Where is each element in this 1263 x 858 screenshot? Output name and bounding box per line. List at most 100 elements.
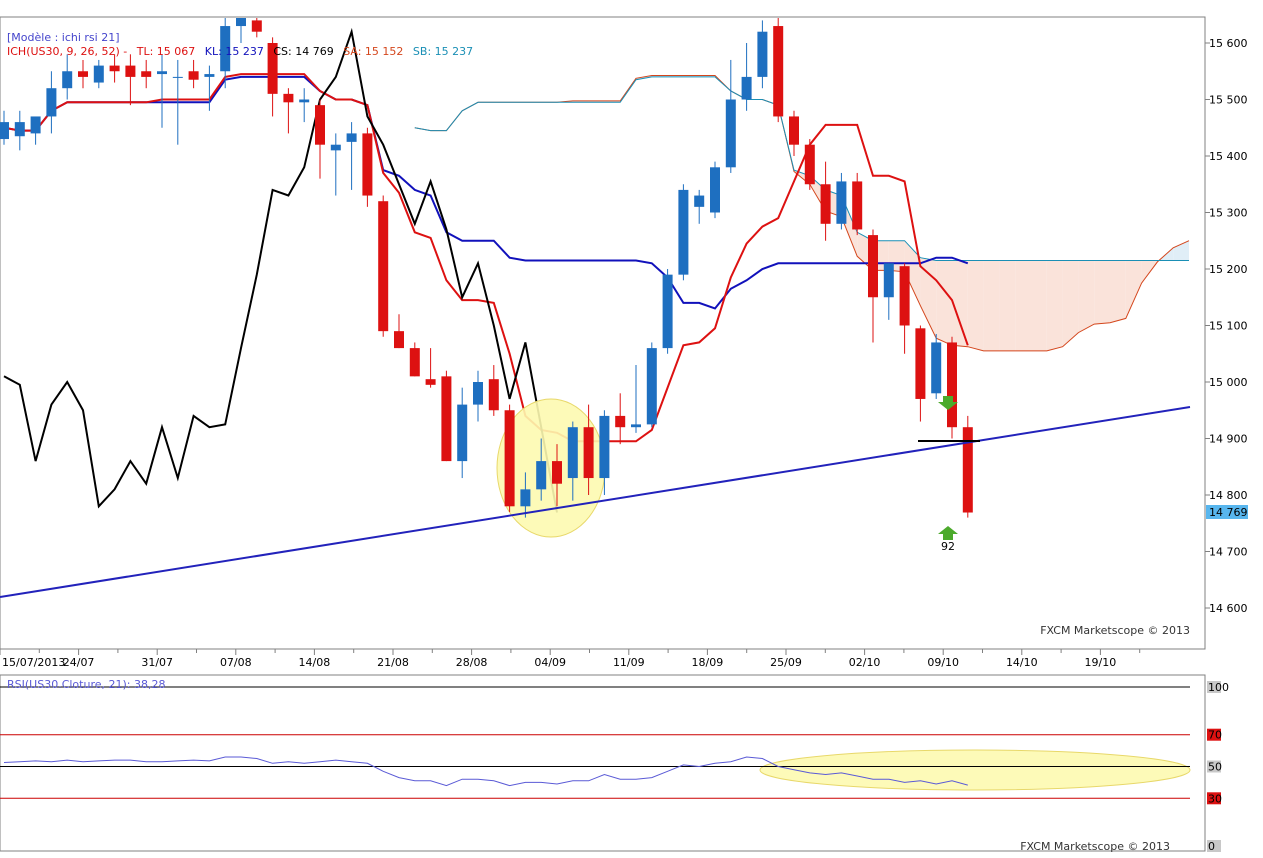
candle [710,161,720,219]
tl-label: TL: 15 067 [136,45,196,58]
rsi-highlight-ellipse [759,749,1191,791]
rsi-level-tag [1207,728,1221,741]
candle [773,18,784,123]
axes: 15 600 15 500 15 400 15 300 15 200 15 100 15 0… [0,37,1248,669]
candle [0,110,9,145]
candle [378,195,389,337]
ascending-trendline [0,406,1191,598]
candle-body [899,266,910,326]
date-tick-label: 14/10 [1006,656,1038,669]
candle [157,54,167,128]
cs-label: CS: 14 769 [273,45,333,58]
candle-body [93,65,104,83]
candle-body [804,144,815,185]
candle [93,59,104,89]
cloud-segment [1015,260,1031,351]
model-label: [Modèle : ichi rsi 21] [7,31,120,44]
current-price-tag [1206,505,1248,519]
cloud-segment [1046,260,1063,351]
candle-body [299,99,310,103]
candle [330,133,341,196]
candle [646,342,657,428]
candle-body [78,71,88,77]
candle [725,59,736,173]
date-tick-label: 18/09 [692,656,724,669]
candle [425,348,436,388]
candle [662,269,673,354]
candle-body [615,415,626,428]
candle-body [536,461,547,490]
candle-body [868,235,878,298]
candle [899,263,910,354]
candle [78,59,88,89]
kl-label: KL: 15 237 [205,45,264,58]
candle [172,59,183,145]
candle-body [662,274,673,349]
candle-body [678,189,689,275]
rsi-line [3,756,968,787]
candle-body [425,379,436,385]
date-tick-label: 02/10 [849,656,881,669]
candle-body [441,376,452,462]
candle-body [409,348,420,377]
candle [473,370,483,422]
date-tick-label: 28/08 [456,656,488,669]
rsi-level-label: 50 [1208,761,1222,774]
candle-body [725,99,736,168]
candle [125,54,136,106]
rsi-level-label: 100 [1208,681,1229,694]
candle-body [552,461,562,484]
candle-body [283,93,294,103]
candle-body [962,427,973,513]
rsi-level-label: 70 [1208,729,1222,742]
price-tick-label: 14 700 [1209,546,1248,559]
candle [789,110,799,156]
candle-body [125,65,136,77]
candle-body [488,379,499,411]
candle-body [0,122,9,140]
date-tick-label: 15/07/2013 [2,656,65,669]
candle [536,438,547,501]
candle [267,37,278,117]
candle-body [172,76,183,78]
candle [599,410,610,495]
candle [30,116,41,145]
cloud-segment [1094,260,1110,325]
candle-body [694,195,705,207]
candle [14,110,25,151]
rsi-level-tag [1207,760,1221,773]
date-tick-label: 21/08 [377,656,409,669]
candle [931,333,942,399]
price-tick-label: 14 900 [1209,433,1248,446]
candle-body [883,263,894,298]
rsi-level-tag [1207,792,1221,805]
candle [583,404,594,495]
candle-body [757,31,768,77]
candle-body [773,26,784,117]
cloud-segment [967,260,984,351]
candle-body [315,105,325,145]
sb-label: SB: 15 237 [413,45,473,58]
candle-body [109,65,120,72]
candle-body [789,116,799,145]
price-tick-label: 15 200 [1209,263,1248,276]
candle [141,59,152,89]
candle [220,18,231,89]
candle-body [473,382,483,405]
date-tick-label: 24/07 [63,656,95,669]
price-tick-label: 15 000 [1209,376,1248,389]
candle [520,472,531,518]
candle [694,189,705,224]
candle-body [220,26,231,72]
candle-body [931,342,942,394]
candle [488,365,499,416]
candle-body [504,410,515,507]
candle-body [14,122,25,137]
candle [678,184,689,281]
candle [504,404,515,512]
price-tick-label: 14 600 [1209,602,1248,615]
candle-body [46,88,57,117]
candle [394,314,404,349]
